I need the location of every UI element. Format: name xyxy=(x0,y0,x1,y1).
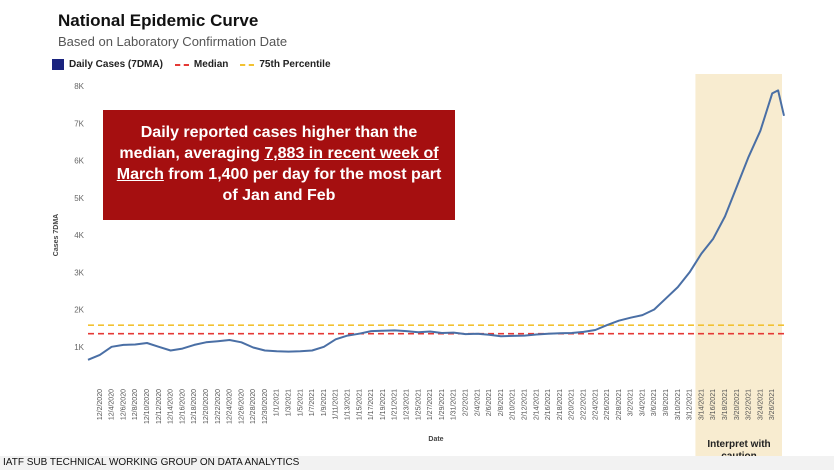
x-tick-label: 12/20/2020 xyxy=(203,389,210,424)
legend-item-p75: 75th Percentile xyxy=(240,59,331,70)
y-tick-label: 7K xyxy=(74,119,84,128)
x-tick-label: 2/6/2021 xyxy=(486,389,493,416)
x-tick-label: 1/27/2021 xyxy=(427,389,434,420)
x-tick-label: 3/12/2021 xyxy=(687,389,694,420)
legend-swatch-median xyxy=(174,63,189,66)
x-tick-label: 2/24/2021 xyxy=(592,389,599,420)
epidemic-curve-chart: 1K 2K 3K 4K 5K 6K 7K 8K Cases 7DMA 12/2/2020 12/4… xyxy=(53,74,785,456)
x-tick-label: 1/5/2021 xyxy=(297,389,304,416)
x-tick-label: 2/28/2021 xyxy=(616,389,623,420)
x-tick-label: 1/19/2021 xyxy=(380,389,387,420)
x-tick-label: 2/12/2021 xyxy=(522,389,529,420)
x-tick-label: 12/6/2020 xyxy=(120,389,127,420)
x-tick-label: 12/28/2020 xyxy=(250,389,257,424)
x-axis-title: Date xyxy=(428,436,443,443)
legend-item-daily: Daily Cases (7DMA) xyxy=(52,59,163,70)
x-tick-label: 2/14/2021 xyxy=(533,389,540,420)
x-tick-label: 3/22/2021 xyxy=(746,389,753,420)
y-tick-label: 2K xyxy=(74,306,84,315)
x-tick-label: 3/16/2021 xyxy=(710,389,717,420)
x-tick-label: 1/21/2021 xyxy=(392,389,399,420)
x-tick-label: 3/26/2021 xyxy=(769,389,776,420)
callout-text-post: from 1,400 per day for the most part of … xyxy=(163,166,442,204)
x-tick-label: 3/8/2021 xyxy=(663,389,670,416)
x-tick-label: 12/24/2020 xyxy=(227,389,234,424)
x-tick-label: 3/4/2021 xyxy=(639,389,646,416)
callout-text-pre: Daily reported cases higher than the med… xyxy=(119,124,418,162)
x-tick-label: 1/9/2021 xyxy=(321,389,328,416)
x-tick-label: 12/14/2020 xyxy=(168,389,175,424)
x-tick-label: 12/26/2020 xyxy=(238,389,245,424)
x-tick-label: 1/7/2021 xyxy=(309,389,316,416)
x-tick-label: 3/2/2021 xyxy=(628,389,635,416)
x-tick-label: 1/29/2021 xyxy=(439,389,446,420)
callout-text-highlight: 7,883 in recent week of March xyxy=(116,145,439,183)
caution-region xyxy=(695,74,782,456)
y-tick-label: 8K xyxy=(74,82,84,91)
legend-label-median: Median xyxy=(193,59,229,70)
chart-subtitle: Based on Laboratory Confirmation Date xyxy=(58,34,288,49)
x-tick-label: 12/8/2020 xyxy=(132,389,139,420)
x-tick-label: 1/25/2021 xyxy=(415,389,422,420)
x-tick-label: 12/18/2020 xyxy=(191,389,198,424)
x-tick-label: 12/2/2020 xyxy=(97,389,104,420)
x-tick-label: 3/14/2021 xyxy=(698,389,705,420)
x-tick-label: 3/10/2021 xyxy=(675,389,682,420)
legend-label-daily: Daily Cases (7DMA) xyxy=(69,59,163,70)
x-tick-label: 2/26/2021 xyxy=(604,389,611,420)
x-tick-label: 1/15/2021 xyxy=(356,389,363,420)
x-tick-label: 1/1/2021 xyxy=(274,389,281,416)
x-tick-label: 1/17/2021 xyxy=(368,389,375,420)
x-tick-label: 3/20/2021 xyxy=(734,389,741,420)
y-tick-label: 5K xyxy=(74,194,84,203)
chart-title: National Epidemic Curve xyxy=(58,11,259,30)
x-tick-label: 1/3/2021 xyxy=(286,389,293,416)
x-tick-label: 12/22/2020 xyxy=(215,389,222,424)
x-tick-label: 12/10/2020 xyxy=(144,389,151,424)
y-tick-label: 1K xyxy=(74,343,84,352)
x-tick-label: 12/4/2020 xyxy=(109,389,116,420)
legend: Daily Cases (7DMA) Median 75th Percentil… xyxy=(52,59,331,70)
legend-label-p75: 75th Percentile xyxy=(259,59,331,70)
x-tick-label: 1/11/2021 xyxy=(333,389,340,420)
legend-swatch-daily xyxy=(52,59,64,70)
x-tick-label: 3/18/2021 xyxy=(722,389,729,420)
x-tick-label: 2/22/2021 xyxy=(581,389,588,420)
footer-bar xyxy=(0,456,834,470)
x-tick-label: 3/24/2021 xyxy=(757,389,764,420)
x-tick-label: 12/30/2020 xyxy=(262,389,269,424)
legend-swatch-p75 xyxy=(240,63,255,66)
y-tick-label: 6K xyxy=(74,157,84,166)
y-tick-label: 4K xyxy=(74,231,84,240)
legend-item-median: Median xyxy=(174,59,229,70)
x-tick-label: 2/8/2021 xyxy=(498,389,505,416)
y-tick-label: 3K xyxy=(74,268,84,277)
x-tick-label: 1/31/2021 xyxy=(451,389,458,420)
x-tick-label: 1/23/2021 xyxy=(404,389,411,420)
x-tick-label: 12/16/2020 xyxy=(179,389,186,424)
x-tick-label: 1/13/2021 xyxy=(345,389,352,420)
x-tick-label: 2/2/2021 xyxy=(463,389,470,416)
series-line-daily-cases xyxy=(87,89,785,361)
x-tick-label: 2/4/2021 xyxy=(474,389,481,416)
x-tick-label: 2/10/2021 xyxy=(510,389,517,420)
x-tick-label: 2/20/2021 xyxy=(569,389,576,420)
footer-text: IATF SUB TECHNICAL WORKING GROUP ON DATA… xyxy=(3,457,300,468)
y-axis-title: Cases 7DMA xyxy=(53,214,60,256)
x-tick-label: 2/16/2021 xyxy=(545,389,552,420)
x-tick-label: 2/18/2021 xyxy=(557,389,564,420)
callout-box: Daily reported cases higher than the med… xyxy=(103,110,455,220)
x-tick-label: 3/6/2021 xyxy=(651,389,658,416)
x-tick-label: 12/12/2020 xyxy=(156,389,163,424)
